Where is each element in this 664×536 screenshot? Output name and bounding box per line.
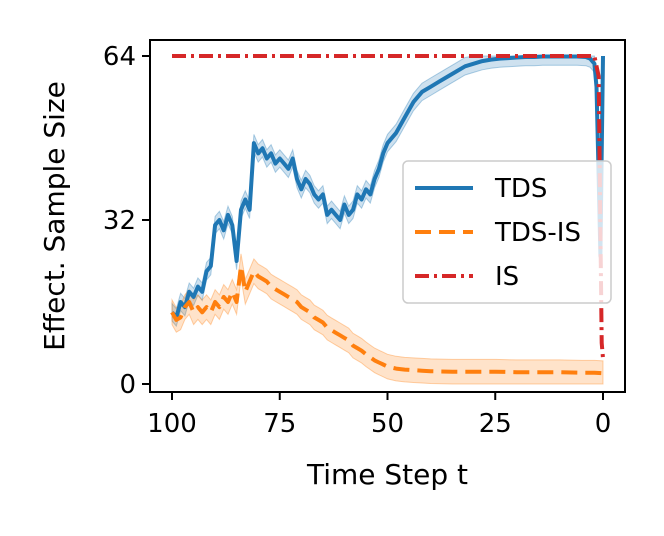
y-tick-label: 64 [103,42,136,72]
y-tick-label: 32 [103,206,136,236]
legend-label-tds: TDS [494,174,547,204]
x-axis-label: Time Step t [306,458,468,491]
line-tds-is [170,264,604,376]
x-tick-label: 0 [595,409,612,439]
y-tick-label: 0 [119,370,136,400]
y-axis-label: Effect. Sample Size [38,81,71,351]
legend-box [402,160,612,304]
legend: TDS TDS-IS IS [402,160,612,304]
x-tick-label: 50 [371,409,404,439]
legend-label-tds-is: TDS-IS [494,218,581,248]
x-tick-label: 25 [479,409,512,439]
band-tds-is [171,253,604,385]
legend-label-is: IS [495,262,519,292]
x-tick-label: 100 [147,409,197,439]
x-tick-label: 75 [263,409,296,439]
axes: 100 75 50 25 0 0 32 64 Time Step t Effect. Sample… [38,39,626,491]
